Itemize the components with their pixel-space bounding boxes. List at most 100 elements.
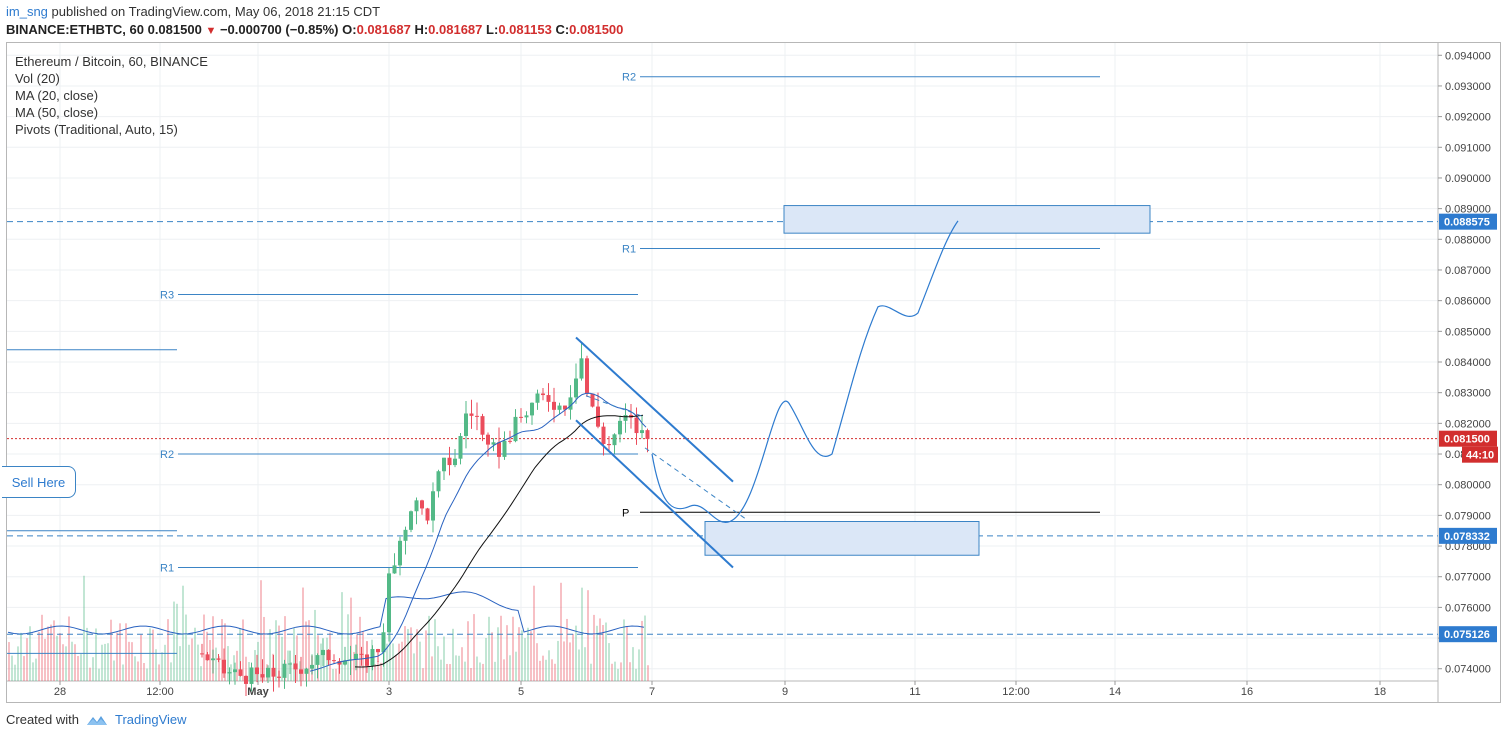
chart-area[interactable] — [6, 42, 1501, 703]
volume-bar — [416, 629, 418, 681]
volume-bar — [125, 623, 127, 681]
volume-bar — [467, 621, 469, 681]
volume-bar — [380, 662, 382, 681]
volume-bar — [488, 616, 490, 681]
candle-body — [431, 491, 435, 521]
candle-body — [524, 415, 529, 418]
x-tick-label: 12:00 — [146, 686, 174, 698]
published-text: published on TradingView.com, May 06, 20… — [51, 4, 381, 19]
volume-bar — [605, 622, 607, 681]
volume-bar — [434, 619, 436, 681]
candle-body — [497, 442, 501, 457]
author-link[interactable]: im_sng — [6, 4, 48, 19]
pivot-label-r1: R1 — [622, 244, 636, 256]
volume-bar — [86, 627, 88, 681]
volume-bar — [365, 655, 367, 681]
candle-body — [359, 653, 364, 655]
candle-body — [568, 397, 573, 410]
candle-body — [233, 669, 237, 673]
y-tick-label: 0.077000 — [1445, 572, 1491, 584]
footer: Created with TradingView — [6, 712, 187, 727]
tradingview-brand-link[interactable]: TradingView — [114, 712, 187, 727]
volume-bar — [491, 632, 493, 681]
candle-body — [321, 649, 325, 656]
volume-bar — [392, 643, 394, 681]
volume-bar — [464, 661, 466, 681]
countdown-bg — [1462, 446, 1498, 463]
legend-ma20[interactable]: MA (20, close) — [15, 88, 99, 103]
volume-bar — [92, 657, 94, 681]
y-tick-label: 0.079000 — [1445, 510, 1491, 522]
volume-bar — [83, 575, 85, 681]
volume-bar — [440, 659, 442, 681]
volume-bar — [461, 647, 463, 681]
candle-body — [458, 436, 463, 459]
volume-bar — [254, 650, 256, 681]
volume-bar — [65, 646, 67, 681]
volume-bar — [551, 659, 553, 681]
y-tick-label: 0.078000 — [1445, 541, 1491, 553]
x-tick-label: 14 — [1109, 686, 1121, 698]
volume-bar — [620, 662, 622, 681]
volume-bar — [389, 632, 391, 681]
volume-bar — [410, 627, 412, 681]
volume-bar — [647, 665, 649, 681]
volume-bar — [17, 646, 19, 681]
volume-bar — [35, 658, 37, 681]
axis-price-label: 0.078332 — [1444, 531, 1490, 543]
ma20-line — [309, 392, 647, 672]
volume-bar — [188, 644, 190, 681]
volume-bar — [59, 633, 61, 681]
volume-bar — [641, 620, 643, 681]
candle-body — [381, 632, 386, 653]
candle-body — [266, 667, 270, 678]
volume-bar — [275, 620, 277, 681]
legend-pivots[interactable]: Pivots (Traditional, Auto, 15) — [15, 122, 178, 137]
candle-body — [332, 660, 336, 662]
candle-body — [475, 415, 479, 417]
volume-bar — [401, 641, 403, 681]
volume-bar — [587, 590, 589, 681]
last-price: 0.081500 — [147, 22, 202, 37]
price-chart[interactable]: 0.094000 0.093000 0.092000 0.091000 0.090000… — [0, 0, 1504, 712]
candle-body — [436, 471, 441, 492]
volume-bar — [527, 627, 529, 681]
candle-body — [420, 500, 424, 509]
volume-bar — [215, 647, 217, 681]
volume-bar — [632, 647, 634, 681]
volume-bar — [191, 638, 193, 681]
volume-bar — [308, 620, 310, 681]
volume-bar — [479, 662, 481, 681]
legend-volume[interactable]: Vol (20) — [15, 71, 60, 86]
volume-bar — [293, 628, 295, 681]
candle-body — [376, 649, 380, 653]
volume-bar — [182, 585, 184, 681]
x-tick-label: 5 — [518, 686, 524, 698]
legend-ma50[interactable]: MA (50, close) — [15, 105, 99, 120]
candle-body — [326, 649, 331, 661]
x-tick-label: 11 — [909, 686, 920, 698]
sell-here-callout[interactable]: Sell Here — [2, 466, 76, 498]
volume-bar — [332, 668, 334, 681]
candle-body — [563, 405, 567, 410]
volume-bar — [245, 656, 247, 681]
volume-bar — [176, 603, 178, 681]
pivot-label-p: P — [622, 507, 629, 519]
channel-upper-line — [575, 336, 734, 483]
candle-body — [293, 663, 298, 670]
axis-price-label-bg — [1439, 527, 1497, 544]
axis-price-label-bg — [1439, 626, 1497, 643]
volume-bar — [458, 655, 460, 681]
volume-bar — [599, 618, 601, 681]
x-tick-label: 9 — [782, 686, 788, 698]
x-tick-label: 18 — [1374, 686, 1386, 698]
legend-title[interactable]: Ethereum / Bitcoin, 60, BINANCE — [15, 54, 208, 69]
volume-bar — [437, 646, 439, 681]
volume-bar — [227, 646, 229, 681]
volume-bar — [623, 619, 625, 681]
candle-body — [249, 667, 254, 684]
volume-bar — [89, 667, 91, 681]
volume-bar — [614, 661, 616, 681]
volume-bar — [113, 660, 115, 681]
x-tick-label: 16 — [1241, 686, 1253, 698]
